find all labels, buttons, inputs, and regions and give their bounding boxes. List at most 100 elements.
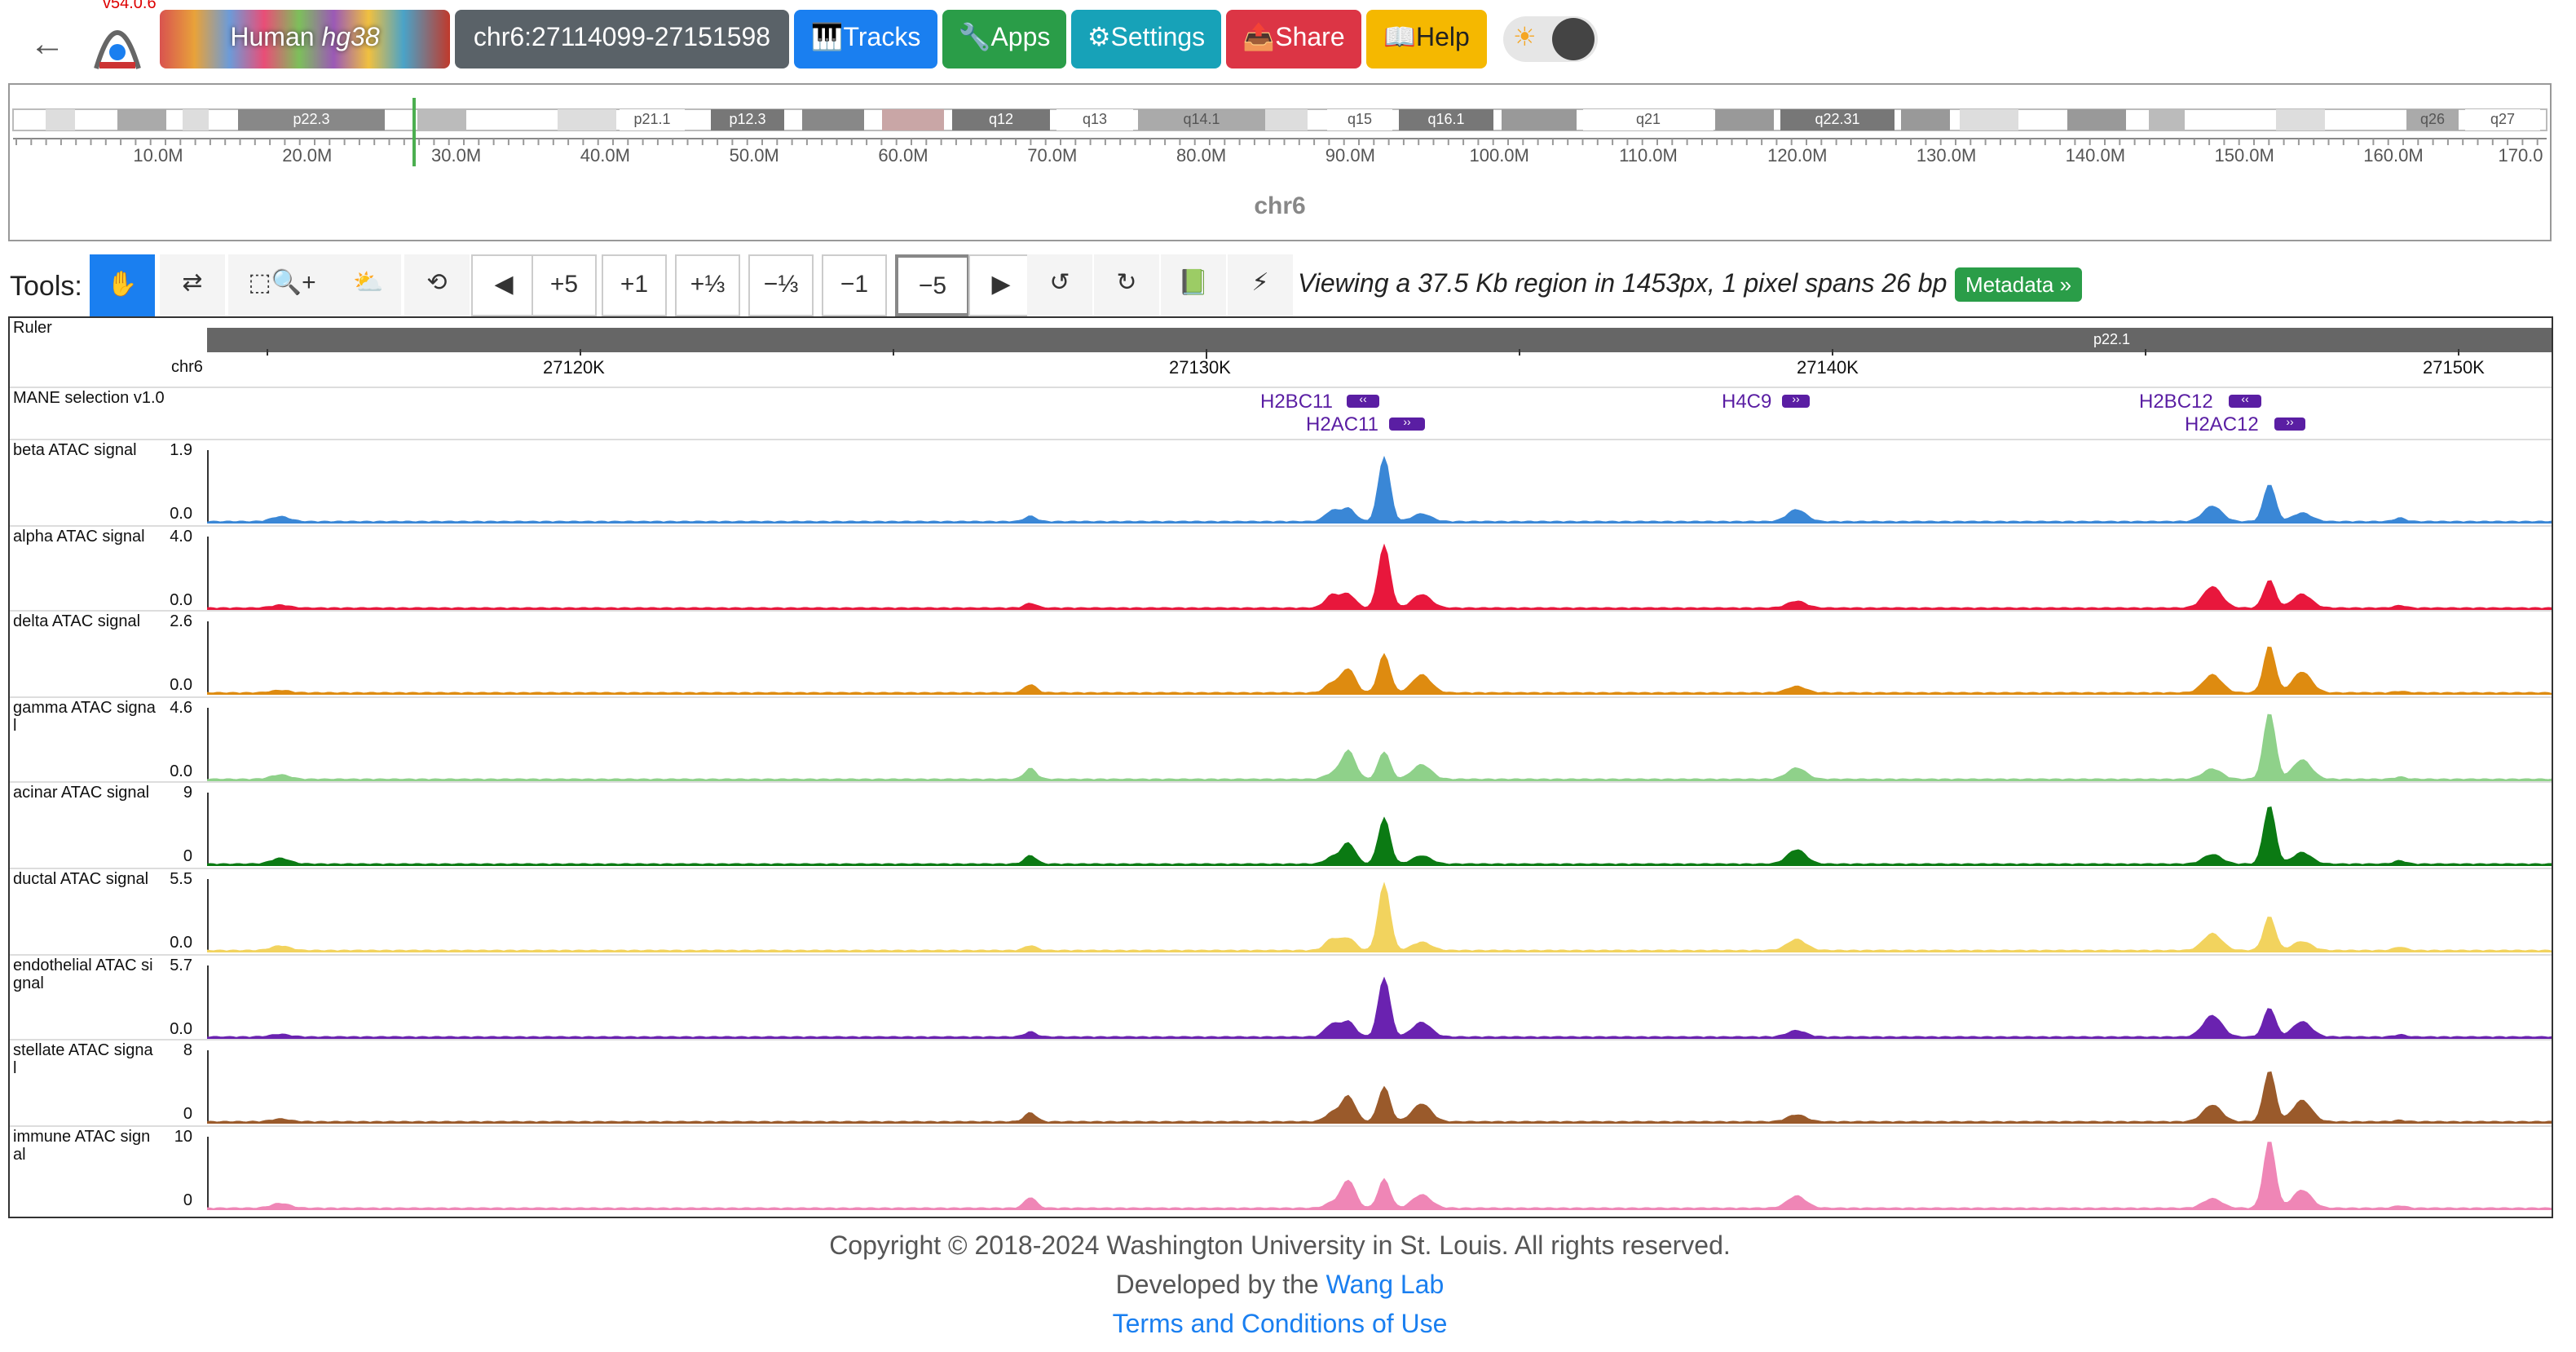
signal-plot[interactable] [207, 534, 2552, 610]
axis-max-label: 10 [174, 1128, 192, 1147]
cytoband-p21-1[interactable]: p21.1 [620, 109, 685, 130]
help-button[interactable]: 📖Help [1366, 10, 1487, 68]
refresh-button[interactable]: ⟲ [404, 254, 470, 316]
cytoband-p12-3[interactable]: p12.3 [711, 109, 784, 130]
cytoband-q12[interactable]: q12 [952, 109, 1050, 130]
bolt-icon[interactable]: ⚡ [1228, 254, 1293, 316]
locus-button[interactable]: chr6:27114099-27151598 [455, 10, 789, 68]
signal-track-label[interactable]: beta ATAC signal [13, 442, 137, 460]
pan-left-button[interactable]: ◀ [471, 254, 536, 316]
theme-toggle[interactable]: ☀ [1503, 16, 1598, 62]
terms-link[interactable]: Terms and Conditions of Use [1112, 1311, 1448, 1339]
reorder-mode-button[interactable]: ⇄ [160, 254, 225, 316]
signal-area [207, 714, 2552, 781]
signal-track-label[interactable]: ductal ATAC signal [13, 871, 149, 889]
cytoband-q15[interactable]: q15 [1327, 109, 1392, 130]
gene-glyph[interactable]: ‹‹ [1347, 395, 1379, 408]
signal-plot[interactable] [207, 792, 2552, 867]
axis-max-label: 9 [183, 784, 192, 803]
signal-track-label[interactable]: immune ATAC sign al [13, 1128, 151, 1164]
metadata-button[interactable]: Metadata » [1955, 267, 2082, 302]
signal-plot[interactable] [207, 706, 2552, 781]
back-arrow-icon[interactable]: ← [29, 23, 65, 64]
ideogram-svg [12, 98, 2547, 166]
signal-track-label[interactable]: gamma ATAC signa l [13, 699, 156, 736]
chromosome-label: chr6 [1254, 192, 1306, 220]
chromosome-ideogram[interactable]: p22.3 p21.1 p12.3 q12 q13 q14.1 q15 q16.1 q21 q22… [8, 83, 2552, 241]
signal-plot[interactable] [207, 620, 2552, 696]
zoom-out-third-button[interactable]: −⅓ [748, 254, 814, 316]
gene-label[interactable]: H2AC12 [2185, 413, 2259, 435]
signal-plot[interactable] [207, 1135, 2552, 1210]
signal-plot[interactable] [207, 963, 2552, 1039]
cytoband-q22-31[interactable]: q22.31 [1780, 109, 1895, 130]
signal-plot[interactable] [207, 877, 2552, 952]
signal-area [207, 881, 2552, 952]
axis-min-label: 0.0 [170, 591, 192, 610]
cytoband-q13[interactable]: q13 [1056, 109, 1133, 130]
wang-lab-link[interactable]: Wang Lab [1325, 1272, 1445, 1300]
settings-button[interactable]: ⚙Settings [1071, 10, 1221, 68]
tracks-button[interactable]: 🎹Tracks [794, 10, 937, 68]
signal-area [207, 455, 2552, 524]
app-logo-icon [94, 30, 141, 69]
gene-label[interactable]: H4C9 [1722, 390, 1772, 413]
signal-area [207, 1141, 2552, 1210]
gene-track-label: MANE selection v1.0 [13, 390, 165, 408]
signal-track-label[interactable]: acinar ATAC signal [13, 784, 150, 803]
track-axis [207, 536, 209, 610]
track-separator [10, 1039, 2552, 1041]
signal-plot[interactable] [207, 1049, 2552, 1124]
cytoband-q27[interactable]: q27 [2465, 109, 2540, 130]
zoom-in-third-button[interactable]: +⅓ [675, 254, 740, 316]
zoom-out-1-button[interactable]: −1 [822, 254, 887, 316]
zoom-in-5-button[interactable]: +5 [532, 254, 597, 316]
signal-track-label[interactable]: delta ATAC signal [13, 613, 141, 632]
signal-area [207, 542, 2552, 610]
cytoband-q26[interactable]: q26 [2406, 109, 2459, 130]
undo-button[interactable]: ↺ [1027, 254, 1092, 316]
zoom-in-1-button[interactable]: +1 [602, 254, 667, 316]
ruler-track-label: Ruler [13, 320, 52, 338]
drag-mode-button[interactable]: ✋ [90, 254, 155, 316]
gene-glyph[interactable]: ›› [1782, 395, 1810, 408]
track-separator [10, 439, 2552, 440]
gene-label[interactable]: H2BC12 [2139, 390, 2213, 413]
gene-glyph[interactable]: ›› [1389, 418, 1425, 431]
signal-plot[interactable] [207, 448, 2552, 524]
gene-label[interactable]: H2BC11 [1260, 390, 1333, 413]
ideogram-tick-label: 160.0M [2363, 147, 2424, 166]
genome-button[interactable]: Human hg38 [160, 10, 450, 68]
developed-by-line: Developed by the Wang Lab [0, 1272, 2560, 1301]
cloud-icon[interactable]: ⛅ [336, 254, 401, 316]
axis-max-label: 4.6 [170, 699, 192, 718]
book-icon[interactable]: 📗 [1161, 254, 1226, 316]
ruler-chrom-label: chr6 [171, 359, 203, 377]
gene-glyph[interactable]: ›› [2274, 418, 2305, 431]
signal-track-label[interactable]: stellate ATAC signa l [13, 1042, 153, 1079]
track-panel[interactable]: Ruler p22.1 chr6 27120K 27130K 27140K 27… [8, 316, 2553, 1218]
signal-track-label[interactable]: endothelial ATAC si gnal [13, 957, 153, 993]
zoom-out-5-button[interactable]: −5 [895, 254, 970, 316]
signal-area [207, 975, 2552, 1039]
tools-label: Tools: [10, 271, 82, 302]
apps-button[interactable]: 🔧Apps [942, 10, 1066, 68]
gene-label[interactable]: H2AC11 [1306, 413, 1378, 435]
region-select-button[interactable]: ⬚🔍+ [228, 254, 336, 316]
signal-track-label[interactable]: alpha ATAC signal [13, 528, 145, 546]
cytoband-p22-3[interactable]: p22.3 [238, 109, 385, 130]
ideogram-tick-label: 150.0M [2214, 147, 2274, 166]
track-separator [10, 868, 2552, 869]
cytoband-q14-1[interactable]: q14.1 [1138, 109, 1265, 130]
redo-button[interactable]: ↻ [1094, 254, 1159, 316]
cytoband-q16-1[interactable]: q16.1 [1399, 109, 1493, 130]
share-button[interactable]: 📤Share [1226, 10, 1361, 68]
axis-min-label: 0 [183, 848, 192, 867]
pan-right-button[interactable]: ▶ [968, 254, 1034, 316]
axis-min-label: 0.0 [170, 762, 192, 781]
ruler-tick-label: 27120K [543, 359, 605, 378]
ideogram-tick-label: 20.0M [282, 147, 333, 166]
gene-glyph[interactable]: ‹‹ [2229, 395, 2261, 408]
cytoband-q21[interactable]: q21 [1583, 109, 1714, 130]
track-axis [207, 450, 209, 524]
